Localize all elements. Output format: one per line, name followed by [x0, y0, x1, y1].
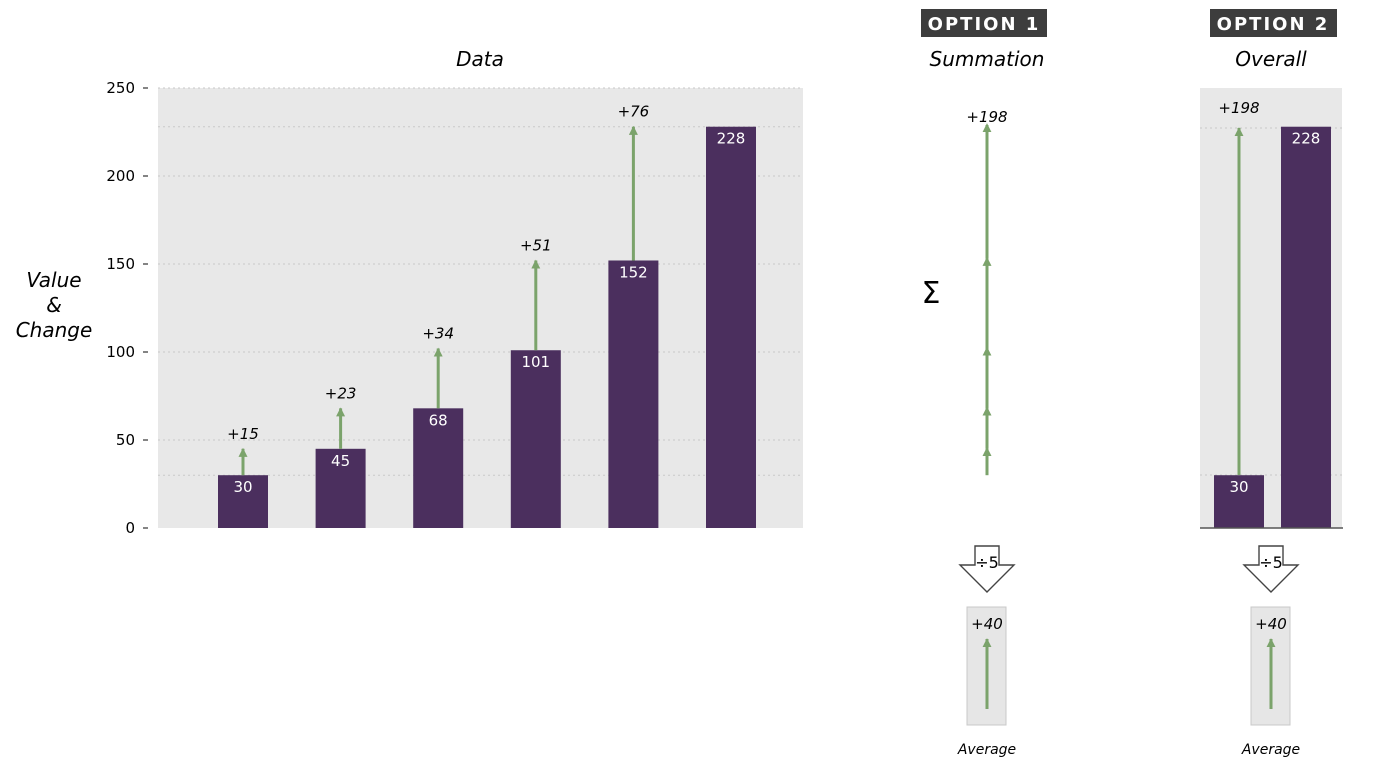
option-1-divide-arrow — [958, 545, 1016, 593]
y-tick-label: 50 — [116, 431, 135, 449]
bar — [413, 408, 464, 528]
option-2-bar-value-label: 30 — [1229, 478, 1248, 496]
bar — [608, 260, 659, 528]
option-2-divide-label: ÷5 — [1259, 553, 1283, 572]
bar-value-label: 30 — [233, 478, 252, 496]
y-tick-label: 200 — [106, 167, 135, 185]
option-2-bars: 30 228 — [1214, 126, 1331, 528]
option-2-bar — [1214, 475, 1264, 528]
option-2-divide-arrow — [1242, 545, 1300, 593]
bar — [218, 475, 268, 528]
main-plot-area — [158, 88, 803, 528]
main-chart-title: Data — [456, 47, 504, 71]
y-tick-label: 100 — [106, 343, 135, 361]
change-label: +23 — [325, 384, 357, 402]
option-1-average-label: +40 — [971, 615, 1003, 633]
bar-value-label: 45 — [331, 452, 350, 470]
main-bars: 30 45 68 101 152 228 — [218, 126, 756, 528]
option-2-badge: OPTION 2 — [1217, 14, 1330, 35]
option-2-bar-value-label: 228 — [1292, 130, 1321, 148]
change-label: +15 — [227, 425, 259, 443]
main-change-arrows: +15 +23 +34 +51 +76 — [227, 103, 650, 476]
option-1-divide-label: ÷5 — [975, 553, 999, 572]
y-tick-label: 250 — [106, 79, 135, 97]
option-2-badge-bg — [1210, 9, 1337, 37]
option-1-title: Summation — [930, 47, 1045, 71]
main-chart: 0 50 100 150 200 250 Data Value & Change 30 45… — [16, 47, 803, 537]
y-tick-label: 150 — [106, 255, 135, 273]
option-2-average-caption: Average — [1241, 742, 1300, 758]
bar-value-label: 228 — [717, 130, 746, 148]
option-1-panel: OPTION 1 Summation Σ +198 ÷5 +40 Average — [921, 9, 1047, 758]
option-1-average-caption: Average — [957, 742, 1016, 758]
y-axis: 0 50 100 150 200 250 — [106, 79, 148, 537]
option-1-total-label: +198 — [966, 108, 1007, 126]
option-1-badge: OPTION 1 — [928, 14, 1041, 35]
y-axis-label-line-3: Change — [16, 318, 93, 342]
y-tick-label: 0 — [125, 519, 135, 537]
bar-value-label: 101 — [521, 353, 550, 371]
change-label: +76 — [618, 103, 650, 121]
change-label: +34 — [422, 324, 454, 342]
y-axis-label-line-2: & — [46, 293, 62, 317]
option-2-bar — [1281, 126, 1331, 528]
option-2-panel: OPTION 2 Overall 30 228 +198 ÷5 +40 Avera… — [1200, 9, 1343, 758]
bar-value-label: 152 — [619, 263, 648, 281]
bar-value-label: 68 — [429, 411, 448, 429]
sigma-symbol: Σ — [922, 276, 941, 311]
bar — [706, 126, 756, 528]
y-axis-label-line-1: Value — [26, 268, 81, 292]
change-label: +51 — [520, 236, 552, 254]
bar — [510, 350, 561, 528]
bar — [315, 448, 366, 528]
option-1-badge-bg — [921, 9, 1047, 37]
option-2-average-label: +40 — [1255, 615, 1287, 633]
option-2-total-label: +198 — [1218, 99, 1259, 117]
option-2-title: Overall — [1235, 47, 1307, 71]
